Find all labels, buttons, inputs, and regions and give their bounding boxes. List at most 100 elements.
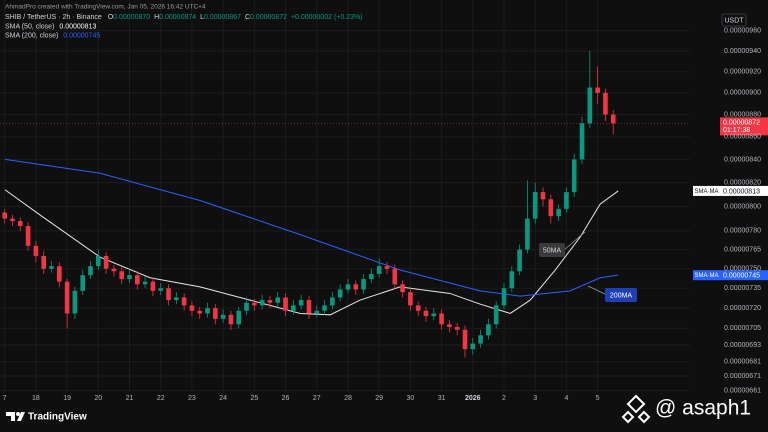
ohlc-key: O bbox=[108, 14, 114, 21]
y-tick-label: 0.00000880 bbox=[724, 111, 761, 118]
y-tick-label: 0.00000720 bbox=[724, 305, 761, 312]
ohlc-value: 0.00000867 bbox=[204, 14, 241, 21]
candle-body bbox=[135, 275, 140, 285]
candle-body bbox=[556, 208, 561, 217]
change: +0.00000002 (+0.23%) bbox=[291, 14, 363, 21]
symbol-title: SHIB / TetherUS · 2h · Binance bbox=[5, 14, 102, 21]
candle-body bbox=[447, 324, 452, 328]
candle bbox=[493, 301, 499, 329]
candle bbox=[564, 187, 569, 213]
candle bbox=[80, 270, 86, 295]
candle bbox=[267, 296, 273, 309]
candle bbox=[244, 297, 249, 315]
series-value-box bbox=[720, 270, 768, 281]
candle bbox=[353, 280, 359, 295]
candle bbox=[96, 249, 101, 271]
x-tick-label: 2 bbox=[502, 395, 506, 402]
candle-body bbox=[595, 87, 600, 93]
candle bbox=[579, 116, 585, 165]
candle-body bbox=[197, 310, 203, 314]
annotation-connector bbox=[587, 285, 606, 295]
legend-entry: SMA (200, close) 0.00000745 bbox=[5, 32, 100, 39]
y-tick-label: 0.00000940 bbox=[724, 48, 761, 55]
candle-body bbox=[49, 266, 54, 269]
y-tick-label: 0.00000800 bbox=[724, 203, 761, 210]
candle-body bbox=[345, 284, 351, 290]
candle-body bbox=[478, 335, 483, 344]
series-value: 0.00000813 bbox=[723, 188, 760, 195]
watermark-shape bbox=[621, 410, 635, 424]
annotation-connector bbox=[563, 231, 586, 251]
candle bbox=[548, 194, 554, 224]
candle bbox=[525, 180, 530, 254]
ohlc-value: 0.00000870 bbox=[113, 14, 150, 21]
candle bbox=[337, 284, 343, 302]
candle bbox=[259, 294, 265, 310]
last-price: 0.00000872 bbox=[723, 120, 760, 127]
candle bbox=[220, 309, 226, 323]
candle-body bbox=[610, 114, 616, 124]
candle bbox=[486, 318, 491, 340]
candle bbox=[330, 292, 335, 310]
candle bbox=[603, 88, 608, 122]
axis-tags: SMA·MA 0.00000813 SMA·MA 0.00000745 0.000008… bbox=[0, 117, 768, 281]
brand-icon bbox=[16, 412, 20, 416]
candle bbox=[142, 276, 148, 289]
candle-body bbox=[220, 314, 226, 319]
y-tick-label: 0.00000661 bbox=[724, 387, 761, 394]
candle-body bbox=[103, 255, 109, 269]
candle-body bbox=[509, 271, 515, 289]
candle-body bbox=[462, 329, 468, 350]
x-tick-label: 24 bbox=[219, 395, 227, 402]
candle bbox=[369, 268, 374, 283]
candle-body bbox=[548, 199, 554, 217]
legend-name: SMA (50, close) bbox=[5, 23, 54, 30]
annotation-box bbox=[539, 243, 565, 257]
y-tick-label: 0.00000820 bbox=[724, 180, 761, 187]
moving-averages bbox=[4, 158, 619, 316]
candle bbox=[111, 264, 117, 277]
y-tick-label: 0.00000765 bbox=[724, 246, 761, 253]
x-tick-label: 30 bbox=[406, 395, 414, 402]
candle bbox=[540, 187, 546, 207]
candle-body bbox=[400, 284, 405, 293]
candle bbox=[174, 292, 179, 305]
candle-body bbox=[275, 297, 281, 303]
sma-line bbox=[4, 158, 619, 297]
candle bbox=[252, 298, 257, 311]
candle bbox=[400, 280, 405, 298]
candle-body bbox=[41, 255, 46, 269]
legend-title: SHIB / TetherUS · 2h · Binance O0.000008… bbox=[5, 14, 363, 21]
x-tick-label: 19 bbox=[63, 395, 71, 402]
y-tick-label: 0.00000840 bbox=[724, 156, 761, 163]
candle-body bbox=[540, 192, 546, 200]
candle-body bbox=[213, 308, 218, 319]
candle-body bbox=[454, 327, 460, 330]
candle-body bbox=[166, 288, 171, 301]
candle-body bbox=[486, 324, 491, 336]
candle bbox=[158, 282, 164, 295]
candle bbox=[127, 270, 132, 283]
candle-body bbox=[259, 300, 265, 306]
legend-value: 0.00000813 bbox=[59, 23, 96, 30]
candle-body bbox=[25, 225, 31, 246]
candle bbox=[415, 301, 421, 317]
candle bbox=[509, 266, 515, 293]
candle-body bbox=[408, 292, 413, 306]
candle-body bbox=[283, 297, 288, 311]
candle bbox=[431, 308, 437, 321]
annotation: 50MA bbox=[543, 247, 562, 254]
candle-body bbox=[80, 275, 86, 291]
y-tick-label: 0.00000693 bbox=[724, 342, 761, 349]
x-tick-label: 7 bbox=[3, 395, 7, 402]
candle-body bbox=[517, 249, 522, 272]
candle-body bbox=[603, 92, 608, 115]
candle bbox=[181, 293, 187, 311]
x-tick-label: 28 bbox=[344, 395, 352, 402]
series-tag-box bbox=[693, 185, 720, 196]
series-tag-box bbox=[693, 270, 720, 281]
candle bbox=[610, 110, 616, 135]
candle bbox=[41, 250, 46, 274]
ohlc-value: 0.00000874 bbox=[159, 14, 196, 21]
candle-body bbox=[236, 310, 242, 325]
